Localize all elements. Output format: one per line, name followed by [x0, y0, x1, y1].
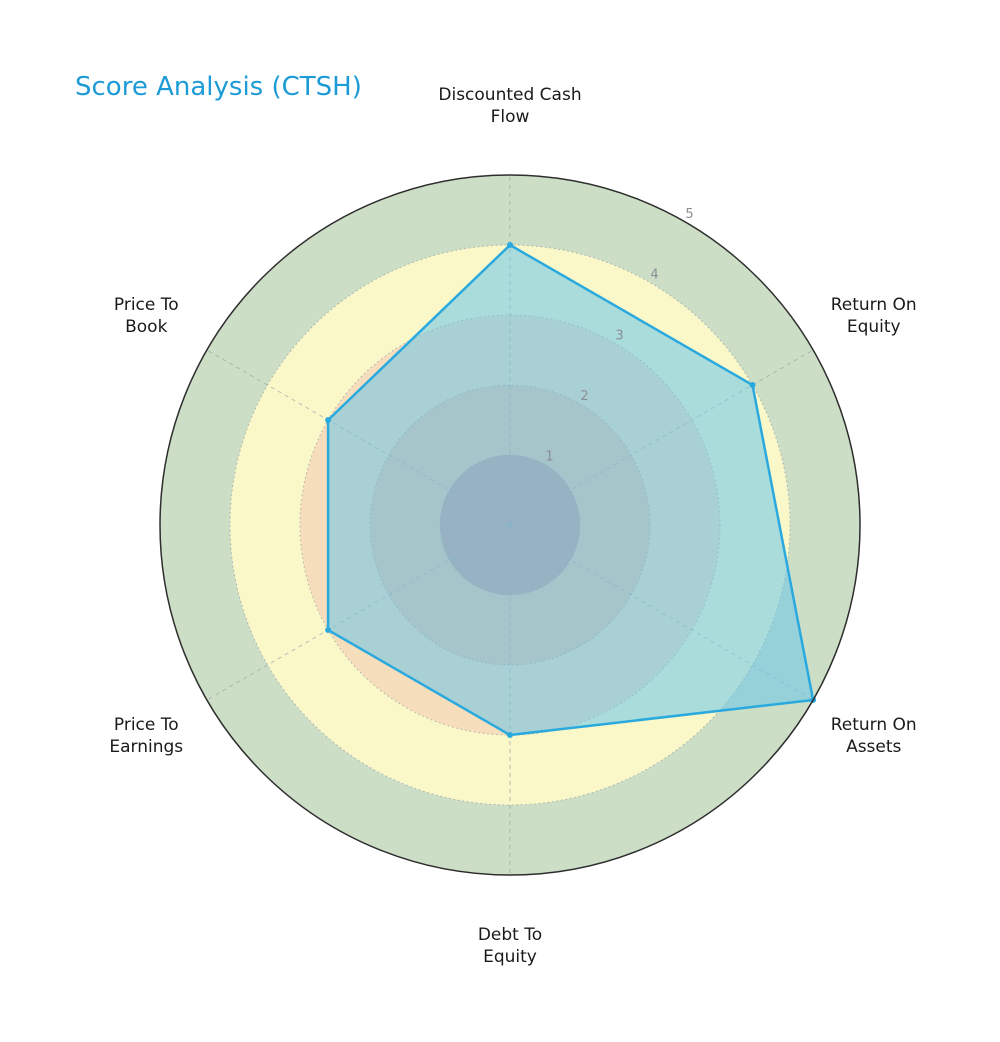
radial-tick-label: 3	[615, 328, 623, 343]
axis-label: Return On Assets	[831, 715, 917, 757]
score-vertex	[325, 417, 332, 423]
radial-tick-label: 2	[580, 389, 588, 404]
radial-tick-label: 1	[545, 450, 553, 465]
axis-label: Discounted Cash Flow	[438, 85, 581, 127]
score-vertex	[507, 242, 513, 248]
radial-tick-label: 5	[685, 207, 693, 222]
score-vertex	[507, 732, 513, 738]
axis-label: Return On Equity	[831, 295, 917, 337]
axis-label: Price To Earnings	[109, 715, 183, 757]
axis-label: Debt To Equity	[478, 925, 542, 967]
axis-label: Price To Book	[114, 295, 179, 337]
score-vertex	[325, 627, 332, 633]
chart-title: Score Analysis (CTSH)	[75, 72, 362, 102]
radial-tick-label: 4	[650, 268, 658, 283]
score-vertex	[749, 382, 756, 388]
outer-circle	[159, 174, 861, 876]
